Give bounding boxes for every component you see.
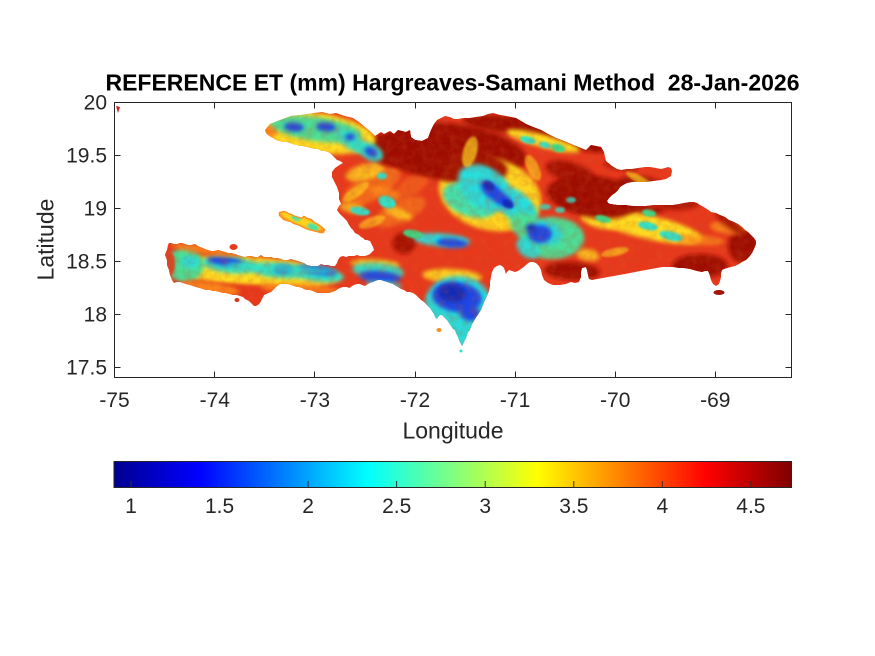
svg-text:19.5: 19.5	[66, 145, 107, 168]
svg-text:Latitude: Latitude	[33, 199, 59, 281]
svg-text:-69: -69	[700, 389, 730, 412]
svg-text:4: 4	[656, 495, 668, 518]
svg-text:20: 20	[84, 92, 107, 115]
svg-text:19: 19	[84, 198, 107, 221]
svg-text:2: 2	[302, 495, 314, 518]
svg-text:-75: -75	[99, 389, 129, 412]
svg-text:18: 18	[84, 304, 107, 327]
svg-text:-74: -74	[200, 389, 231, 412]
svg-text:REFERENCE ET (mm) Hargreaves-S: REFERENCE ET (mm) Hargreaves-Samani Meth…	[105, 70, 799, 96]
svg-text:17.5: 17.5	[66, 357, 107, 380]
svg-text:-72: -72	[400, 389, 430, 412]
svg-text:-70: -70	[600, 389, 630, 412]
svg-text:4.5: 4.5	[736, 495, 765, 518]
svg-text:1: 1	[125, 495, 137, 518]
svg-text:-71: -71	[500, 389, 530, 412]
svg-text:-73: -73	[300, 389, 330, 412]
svg-text:18.5: 18.5	[66, 251, 107, 274]
svg-text:Longitude: Longitude	[402, 418, 503, 444]
svg-text:2.5: 2.5	[382, 495, 411, 518]
svg-text:3: 3	[479, 495, 491, 518]
svg-text:1.5: 1.5	[205, 495, 234, 518]
svg-text:3.5: 3.5	[559, 495, 588, 518]
